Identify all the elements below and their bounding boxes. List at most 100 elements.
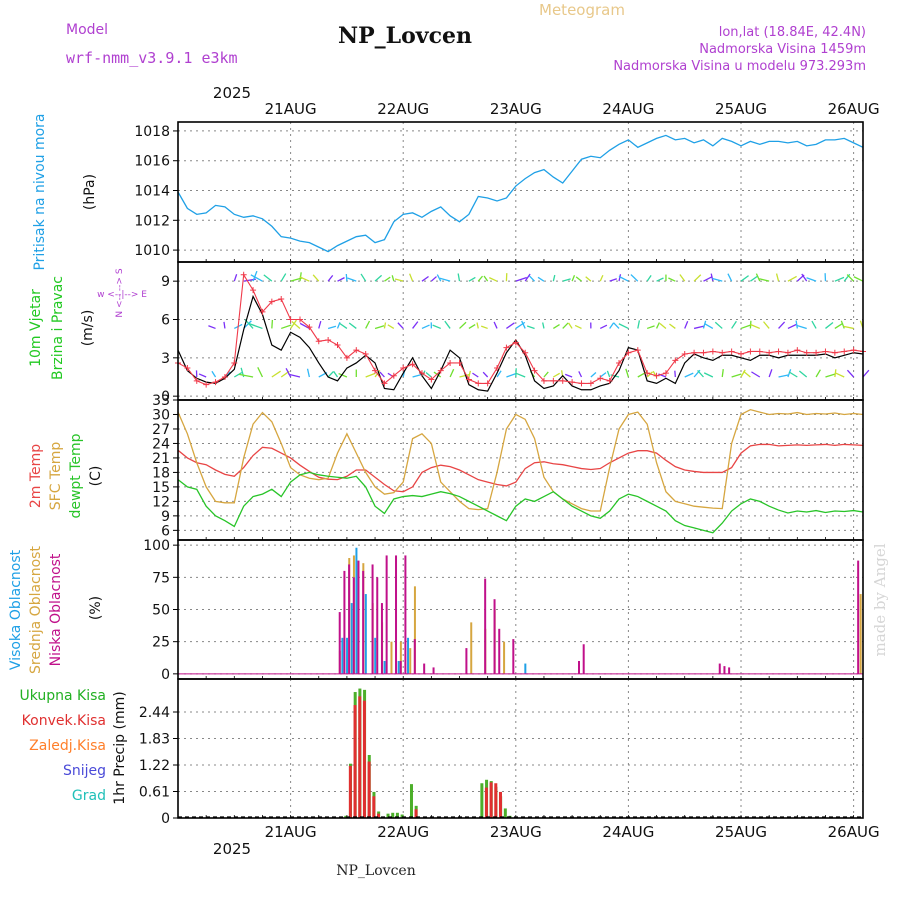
wind-arrow xyxy=(489,277,498,282)
wind-gust-point xyxy=(409,361,416,368)
clouds-low-bar xyxy=(404,555,407,674)
wind-gust-point xyxy=(240,271,247,278)
wind-gust-point xyxy=(831,349,838,356)
pressure-ylabel: (hPa) xyxy=(82,174,98,210)
wind-gust-point xyxy=(193,377,200,384)
wind-arrow xyxy=(763,321,770,329)
wind-arrow xyxy=(727,273,733,282)
y-tick-label: 1018 xyxy=(134,124,170,140)
y-tick-label: 1014 xyxy=(134,184,170,200)
clouds-mid-bar xyxy=(859,594,862,674)
y-tick-label: 6 xyxy=(161,523,170,539)
day-label-top: 23AUG xyxy=(490,100,542,118)
wind-arrow xyxy=(468,323,476,329)
day-label-bottom: 22AUG xyxy=(377,823,429,841)
day-label-bottom: 21AUG xyxy=(265,823,317,841)
wind-gust-point xyxy=(794,347,801,354)
wind-arrow xyxy=(206,275,209,281)
wind-arrow xyxy=(740,324,751,330)
wind-arrow xyxy=(387,324,395,329)
y-tick-label: 0.61 xyxy=(139,785,170,801)
wind-arrow xyxy=(637,320,641,329)
clouds-low-bar xyxy=(357,560,360,674)
wind-arrow xyxy=(630,274,639,282)
wind-arrow xyxy=(712,277,723,282)
wind-arrow xyxy=(391,275,395,282)
dewpt-title: dewpt Temp xyxy=(68,433,84,518)
precipitation-total-bar xyxy=(395,812,399,818)
total-precip-legend: Ukupna Kisa xyxy=(19,688,106,704)
clouds-mid-bar xyxy=(470,622,473,674)
wind-arrow xyxy=(249,323,263,330)
wind-gust-point xyxy=(522,349,529,356)
wind-gust-point xyxy=(456,359,463,366)
wind-arrow xyxy=(775,273,780,282)
wind-arrow xyxy=(798,370,808,378)
wind-arrow xyxy=(787,369,792,378)
wind-gust-point xyxy=(362,351,369,357)
clouds-low-bar xyxy=(582,644,585,674)
wind-arrow xyxy=(731,373,742,378)
wind-gust-point xyxy=(231,359,238,366)
precipitation-convective-bar xyxy=(484,787,488,818)
y-tick-label: 21 xyxy=(152,451,170,467)
y-tick-label: 15 xyxy=(152,480,170,496)
precipitation-convective-bar xyxy=(367,761,371,818)
wind-gust-point xyxy=(343,354,350,361)
wind-arrow xyxy=(480,325,488,330)
wind-arrow xyxy=(552,323,560,329)
wind-arrow xyxy=(704,323,714,330)
wind-arrow xyxy=(383,322,387,329)
wind-arrow xyxy=(263,274,273,282)
clouds-high-bar xyxy=(341,637,344,674)
wind-arrow xyxy=(271,370,281,378)
wind-arrow xyxy=(553,372,561,378)
wind-arrow xyxy=(796,324,807,330)
wind-gust-point xyxy=(587,380,594,387)
clouds-low-bar xyxy=(371,564,374,674)
wind-arrow xyxy=(409,273,414,282)
clouds-low-bar xyxy=(385,555,388,674)
wind-arrow xyxy=(578,371,583,378)
clouds-high-bar xyxy=(346,637,349,674)
station-title: NP_Lovcen xyxy=(338,23,472,49)
wind-gust-point xyxy=(738,351,745,357)
wind-arrow xyxy=(337,277,345,282)
precipitation-total-bar xyxy=(409,784,413,818)
wind-arrow xyxy=(299,276,310,282)
wind-arrow xyxy=(436,274,442,282)
wind-arrow xyxy=(751,371,761,378)
wind-arrow xyxy=(609,278,618,282)
precipitation-convective-bar xyxy=(377,813,381,818)
wind-gust-point xyxy=(250,287,257,294)
wind-arrow xyxy=(795,320,798,329)
wind-arrow xyxy=(740,275,749,282)
wind-gust-point xyxy=(634,347,641,354)
clouds-mid-bar xyxy=(413,586,416,674)
wind-arrow xyxy=(697,370,704,378)
wind-arrow xyxy=(590,371,597,378)
wind-arrow xyxy=(515,372,526,378)
altitude-text: Nadmorska Visina 1459m xyxy=(699,42,866,57)
wind-arrow xyxy=(483,275,489,282)
wind-arrow xyxy=(693,325,705,330)
wind-arrow xyxy=(787,275,797,282)
wind-gust-line xyxy=(177,273,864,386)
wind-compass: w <--|--> E xyxy=(97,290,147,300)
year-top: 2025 xyxy=(213,84,251,102)
clouds-high-bar xyxy=(374,637,377,674)
wind-arrow xyxy=(327,325,337,330)
wind-gust-point xyxy=(813,349,820,356)
wind-gust-point xyxy=(569,379,576,386)
wind-arrow xyxy=(655,322,660,329)
wind-arrow xyxy=(846,274,855,282)
clouds-high-bar xyxy=(350,603,353,674)
wind-arrow xyxy=(731,320,737,329)
y-tick-label: 0 xyxy=(161,811,170,827)
wind-arrow xyxy=(291,321,301,329)
wind-arrow xyxy=(444,320,451,329)
precipitation-convective-bar xyxy=(372,796,376,818)
wind-arrow xyxy=(834,372,845,378)
precipitation-total-bar xyxy=(386,813,390,818)
clouds-low-bar xyxy=(423,663,426,674)
